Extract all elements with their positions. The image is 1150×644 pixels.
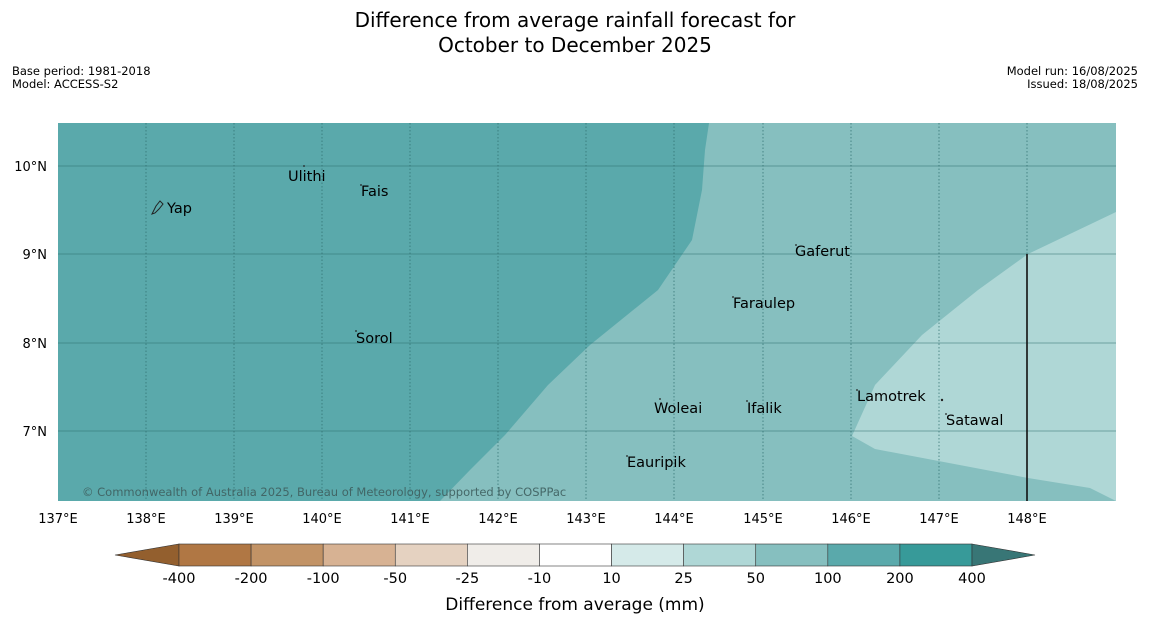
lat-tick-7n: 7°N [23,425,48,440]
colorbar-under-arrow [114,543,180,567]
colorbar-segments [178,543,973,567]
lon-tick-140e: 140°E [302,512,342,527]
lon-tick-labels: 137°E 138°E 139°E 140°E 141°E 142°E 143°… [38,512,1047,527]
place-label-ifalik: Ifalik [747,401,782,417]
colorbar-tick-label: 50 [747,571,765,587]
colorbar-segment [394,543,468,567]
lon-tick-142e: 142°E [478,512,518,527]
place-label-satawal: Satawal [946,413,1003,429]
region-50-100mm [852,212,1116,501]
lon-tick-144e: 144°E [654,512,694,527]
colorbar-tick-label: -25 [456,571,480,587]
colorbar-title: Difference from average (mm) [445,595,704,615]
colorbar-tick-label: -200 [235,571,268,587]
lat-tick-8n: 8°N [23,337,48,352]
colorbar: -400 -200 -100 -50 -25 -10 10 25 50 100 200 400 Dif… [114,543,1036,615]
colorbar-tick-label: 400 [958,571,986,587]
colorbar-segment [827,543,901,567]
map-title: Difference from average rainfall forecas… [354,8,796,57]
lat-tick-10n: 10°N [14,160,47,175]
issued-date-text: Issued: 18/08/2025 [1027,77,1138,91]
colorbar-segment [755,543,829,567]
lon-tick-148e: 148°E [1007,512,1047,527]
lon-tick-137e: 137°E [38,512,78,527]
lon-tick-145e: 145°E [743,512,783,527]
lon-tick-139e: 139°E [214,512,254,527]
colorbar-segment [322,543,396,567]
colorbar-segment [683,543,757,567]
base-period-text: Base period: 1981-2018 [12,64,151,78]
meridians [145,123,1028,501]
colorbar-tick-label: -10 [528,571,552,587]
rainfall-map: Yap Ulithi Fais Sorol Gaferut Faraulep W… [58,123,1116,501]
colorbar-over-arrow [971,543,1036,567]
colorbar-tick-label: 25 [674,571,692,587]
lon-tick-141e: 141°E [390,512,430,527]
colorbar-segment [611,543,684,567]
place-label-eauripik: Eauripik [627,455,686,471]
colorbar-segment [467,543,540,567]
yap-island-outline [151,200,164,215]
colorbar-tick-label: 10 [602,571,620,587]
model-run-text: Model run: 16/08/2025 [1006,64,1138,78]
place-label-fais: Fais [361,184,388,200]
base-info: Base period: 1981-2018 Model: ACCESS-S2 [12,65,151,91]
place-dots [303,165,947,457]
parallels [58,165,1116,432]
place-label-woleai: Woleai [654,401,702,417]
copyright-text: © Commonwealth of Australia 2025, Bureau… [82,485,566,499]
place-label-sorol: Sorol [356,331,393,347]
colorbar-segment [899,543,973,567]
model-name-text: Model: ACCESS-S2 [12,77,119,91]
colorbar-segment [178,543,252,567]
run-info: Model run: 16/08/2025 Issued: 18/08/2025 [1007,65,1138,91]
lon-tick-138e: 138°E [126,512,166,527]
colorbar-tick-label: -400 [163,571,196,587]
colorbar-segment [539,543,612,567]
place-label-yap: Yap [166,201,192,217]
lon-tick-147e: 147°E [919,512,959,527]
colorbar-labels: -400 -200 -100 -50 -25 -10 10 25 50 100 200 400 [163,571,986,587]
colorbar-tick-label: 100 [814,571,842,587]
lat-tick-9n: 9°N [23,248,48,263]
colorbar-tick-label: -50 [383,571,407,587]
place-label-lamotrek: Lamotrek [857,389,926,405]
place-label-gaferut: Gaferut [795,244,850,260]
place-label-faraulep: Faraulep [733,296,795,312]
lon-tick-143e: 143°E [566,512,606,527]
lon-tick-146e: 146°E [831,512,871,527]
colorbar-tick-label: 200 [886,571,914,587]
place-label-ulithi: Ulithi [288,169,326,185]
lat-tick-labels: 10°N 9°N 8°N 7°N [14,160,47,440]
colorbar-segment [250,543,324,567]
colorbar-tick-label: -100 [307,571,340,587]
